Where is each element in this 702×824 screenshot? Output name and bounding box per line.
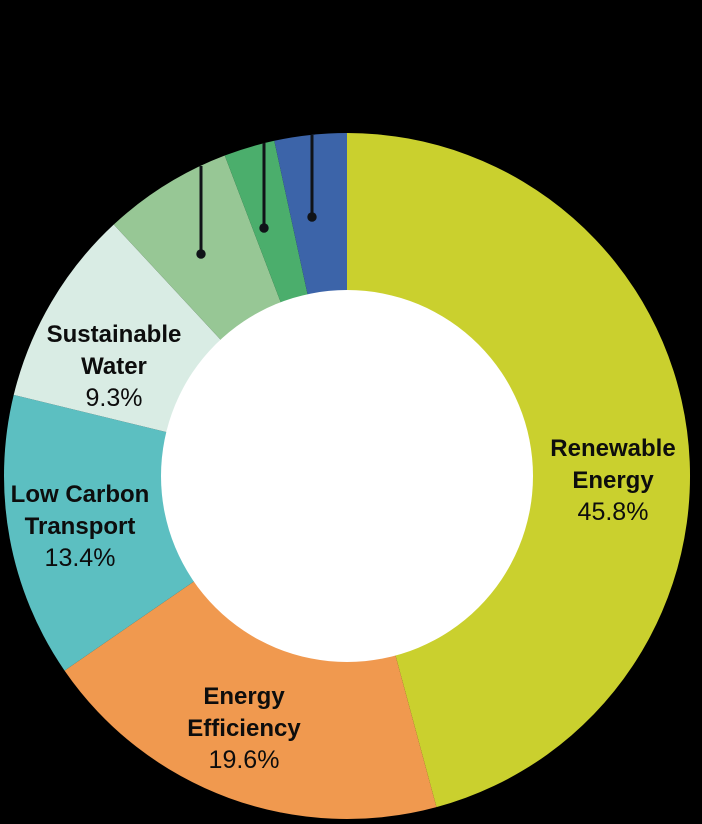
slice-label-line: Energy xyxy=(203,683,285,710)
slice-percentage: 19.6% xyxy=(209,746,280,774)
slice-label-low-carbon-transport: Low Carbon Transport 13.4% xyxy=(11,481,150,572)
slice-label-renewable-energy: Renewable Energy 45.8% xyxy=(550,435,675,526)
donut-hole xyxy=(161,290,533,662)
slice-label-line: Low Carbon xyxy=(11,481,150,508)
callout-dot-unlabeled-2 xyxy=(259,223,269,233)
slice-percentage: 45.8% xyxy=(578,498,649,526)
slice-label-sustainable-water: Sustainable Water 9.3% xyxy=(47,321,182,412)
slice-label-line: Energy xyxy=(572,467,654,494)
slice-label-line: Sustainable xyxy=(47,321,182,348)
slice-label-energy-efficiency: Energy Efficiency 19.6% xyxy=(187,683,301,774)
slice-label-line: Water xyxy=(81,353,147,380)
slice-percentage: 9.3% xyxy=(86,384,143,412)
slice-percentage: 13.4% xyxy=(45,544,116,572)
slice-label-line: Renewable xyxy=(550,435,675,462)
callout-dot-unlabeled-3 xyxy=(307,212,317,222)
slice-label-line: Efficiency xyxy=(187,715,301,742)
slice-label-line: Transport xyxy=(25,513,136,540)
callout-dot-unlabeled-1 xyxy=(196,249,206,259)
